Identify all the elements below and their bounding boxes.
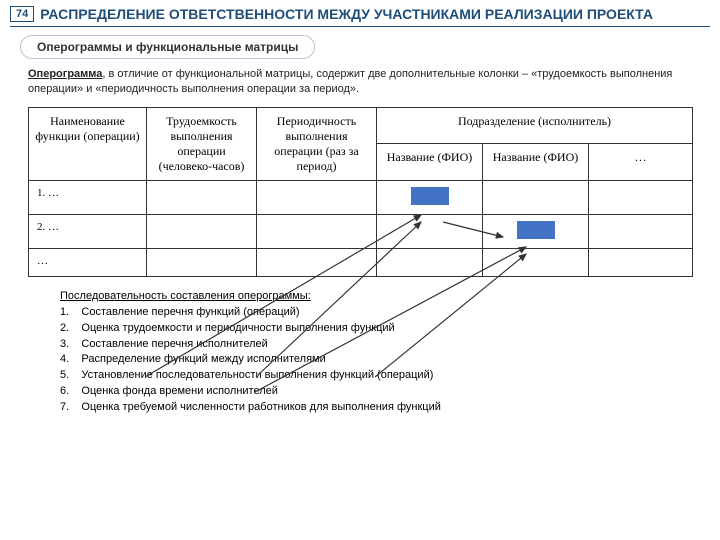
separator [10, 26, 710, 27]
r3c5 [483, 248, 589, 276]
r3c1: … [29, 248, 147, 276]
r1c6 [589, 180, 693, 214]
steps-title: Последовательность составления оперограм… [60, 290, 311, 302]
steps: Последовательность составления оперограм… [60, 289, 692, 417]
r2c3 [257, 214, 377, 248]
r2c1: 2. … [29, 214, 147, 248]
desc-text: , в отличие от функциональной матрицы, с… [28, 68, 672, 95]
subtitle: Оперограммы и функциональные матрицы [20, 35, 315, 59]
step1: Составление перечня функций (операций) [81, 306, 299, 318]
r1c5 [483, 180, 589, 214]
step5: Установление последовательности выполнен… [81, 369, 433, 381]
table-wrap: Наименование функции (операции) Трудоемк… [28, 107, 692, 277]
step4: Распределение функций между исполнителям… [81, 353, 325, 365]
r2c2 [147, 214, 257, 248]
subtitle-wrap: Оперограммы и функциональные матрицы [20, 35, 720, 59]
marker-icon [411, 187, 449, 205]
header: 74 РАСПРЕДЕЛЕНИЕ ОТВЕТСТВЕННОСТИ МЕЖДУ У… [0, 0, 720, 26]
r2c4 [377, 214, 483, 248]
step3: Составление перечня исполнителей [81, 338, 267, 350]
r3c6 [589, 248, 693, 276]
th-fio2: Название (ФИО) [483, 144, 589, 181]
page-number: 74 [10, 6, 34, 22]
r3c2 [147, 248, 257, 276]
term: Оперограмма [28, 68, 102, 80]
operogram-table: Наименование функции (операции) Трудоемк… [28, 107, 693, 277]
th-name: Наименование функции (операции) [29, 107, 147, 180]
marker-icon [517, 221, 555, 239]
page-title: РАСПРЕДЕЛЕНИЕ ОТВЕТСТВЕННОСТИ МЕЖДУ УЧАС… [40, 6, 653, 22]
step6: Оценка фонда времени исполнителей [81, 385, 278, 397]
r1c2 [147, 180, 257, 214]
th-labor: Трудоемкость выполнения операции (челове… [147, 107, 257, 180]
th-more: … [589, 144, 693, 181]
r2c5 [483, 214, 589, 248]
r3c3 [257, 248, 377, 276]
th-dept: Подразделение (исполнитель) [377, 107, 693, 144]
r1c4 [377, 180, 483, 214]
step2: Оценка трудоемкости и периодичности выпо… [81, 322, 394, 334]
r3c4 [377, 248, 483, 276]
th-fio1: Название (ФИО) [377, 144, 483, 181]
step7: Оценка требуемой численности работников … [81, 401, 440, 413]
r2c6 [589, 214, 693, 248]
th-period: Периодичность выполнения операции (раз з… [257, 107, 377, 180]
description: Оперограмма, в отличие от функциональной… [28, 67, 692, 97]
r1c3 [257, 180, 377, 214]
r1c1: 1. … [29, 180, 147, 214]
